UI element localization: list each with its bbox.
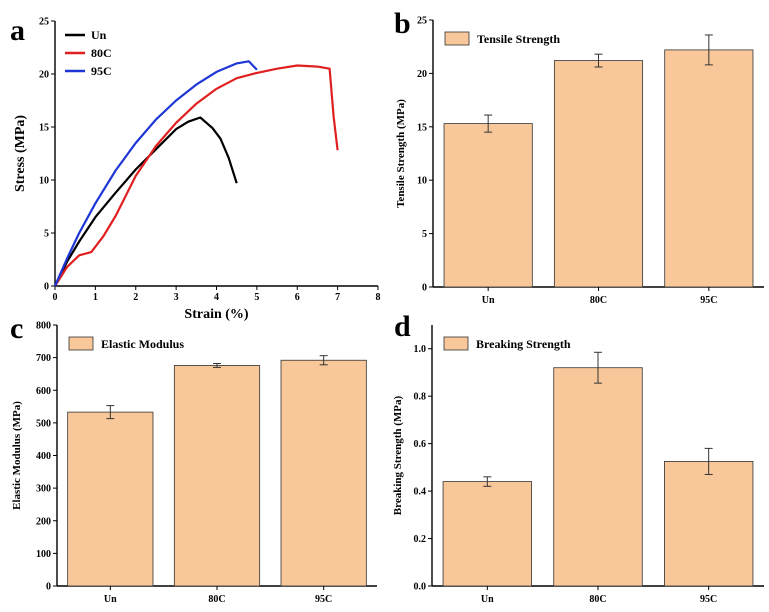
x-tick-label: Un [482, 295, 495, 306]
x-tick-label: 0 [53, 292, 58, 303]
bar-un [442, 481, 533, 587]
panel-b: b 0 5 10 15 20 25 Tensile Strength (MPa) Un 80C 95… [394, 7, 764, 306]
panel-label: d [394, 310, 411, 343]
x-tick-label: 4 [214, 292, 219, 303]
y-tick-label: 10 [417, 176, 427, 187]
series-line-95c [53, 60, 258, 287]
legend-label-un: Un [91, 28, 107, 42]
panel-a: a 0 5 10 15 20 25 Stress (MPa) 0 1 2 3 4 5 6 7 8 Strain (… [10, 14, 381, 322]
y-tick-label: 0 [46, 582, 51, 593]
bar-80c [553, 60, 644, 288]
panel-label: b [394, 7, 411, 40]
y-tick-label: 400 [36, 451, 51, 462]
panel-label: a [10, 14, 25, 47]
x-tick-label: 7 [335, 292, 340, 303]
y-tick-label: 0.4 [414, 487, 427, 498]
y-tick-label: 0 [44, 282, 49, 293]
y-tick-label: 25 [39, 17, 49, 28]
legend-swatch [443, 336, 469, 351]
x-tick-label: 5 [254, 292, 259, 303]
y-tick-label: 200 [36, 516, 51, 527]
y-tick-label: 20 [417, 69, 427, 80]
bar-80c [553, 367, 643, 587]
y-tick-label: 15 [417, 122, 427, 133]
x-tick-label: Un [481, 594, 494, 605]
x-tick-label: 80C [590, 295, 607, 306]
x-axis-label: Strain (%) [184, 307, 249, 322]
legend-label-80c: 80C [91, 46, 112, 60]
legend-label: Breaking Strength [476, 337, 571, 351]
bar-80c [173, 365, 261, 587]
y-axis-label: Breaking Strength (MPa) [392, 395, 404, 515]
y-axis-label: Tensile Strength (MPa) [395, 99, 407, 208]
x-tick-label: 80C [208, 594, 225, 605]
y-axis-label: Stress (MPa) [13, 115, 28, 192]
bar-un [67, 411, 154, 587]
y-tick-label: 600 [36, 386, 51, 397]
legend-swatch [444, 31, 470, 46]
x-tick-label: 3 [174, 292, 179, 303]
x-tick-label: 1 [93, 292, 98, 303]
x-tick-label: 95C [700, 594, 717, 605]
panel-label: c [10, 312, 23, 345]
x-tick-label: 6 [295, 292, 300, 303]
y-tick-label: 500 [36, 418, 51, 429]
y-tick-label: 5 [422, 229, 427, 240]
bar-95c [664, 461, 754, 587]
series-line-un [54, 116, 238, 287]
y-tick-label: 0.6 [414, 439, 427, 450]
x-tick-label: 80C [589, 594, 606, 605]
y-tick-label: 0 [422, 283, 427, 294]
series-line-80c [54, 64, 339, 287]
y-tick-label: 300 [36, 484, 51, 495]
y-tick-label: 800 [36, 321, 51, 332]
y-axis-label: Elastic Modulus (MPa) [11, 401, 23, 510]
bar-95c [280, 359, 367, 587]
x-tick-label: 95C [700, 295, 717, 306]
bar-un [443, 123, 533, 288]
x-tick-label: 2 [133, 292, 138, 303]
x-tick-label: 8 [376, 292, 381, 303]
panel-d: d 0.0 0.2 0.4 0.6 0.8 1.0 Breaking Strength (MP… [392, 310, 764, 605]
y-tick-label: 20 [39, 70, 49, 81]
y-tick-label: 1.0 [414, 344, 427, 355]
y-tick-label: 0.2 [414, 534, 427, 545]
legend-label-95c: 95C [91, 64, 112, 78]
x-tick-label: Un [104, 594, 117, 605]
legend-label: Tensile Strength [477, 32, 560, 46]
x-tick-label: 95C [315, 594, 332, 605]
y-tick-label: 15 [39, 123, 49, 134]
y-tick-label: 5 [44, 229, 49, 240]
bar-95c [664, 49, 754, 288]
y-tick-label: 25 [417, 16, 427, 27]
y-tick-label: 100 [36, 549, 51, 560]
y-tick-label: 0.0 [414, 582, 427, 593]
y-tick-label: 700 [36, 353, 51, 364]
y-tick-label: 0.8 [414, 392, 427, 403]
y-tick-label: 10 [39, 176, 49, 187]
legend-label: Elastic Modulus [101, 337, 184, 351]
legend-swatch [68, 336, 94, 351]
panel-c: c 0 100 200 300 400 500 600 700 800 Elastic Modulu… [10, 312, 377, 605]
